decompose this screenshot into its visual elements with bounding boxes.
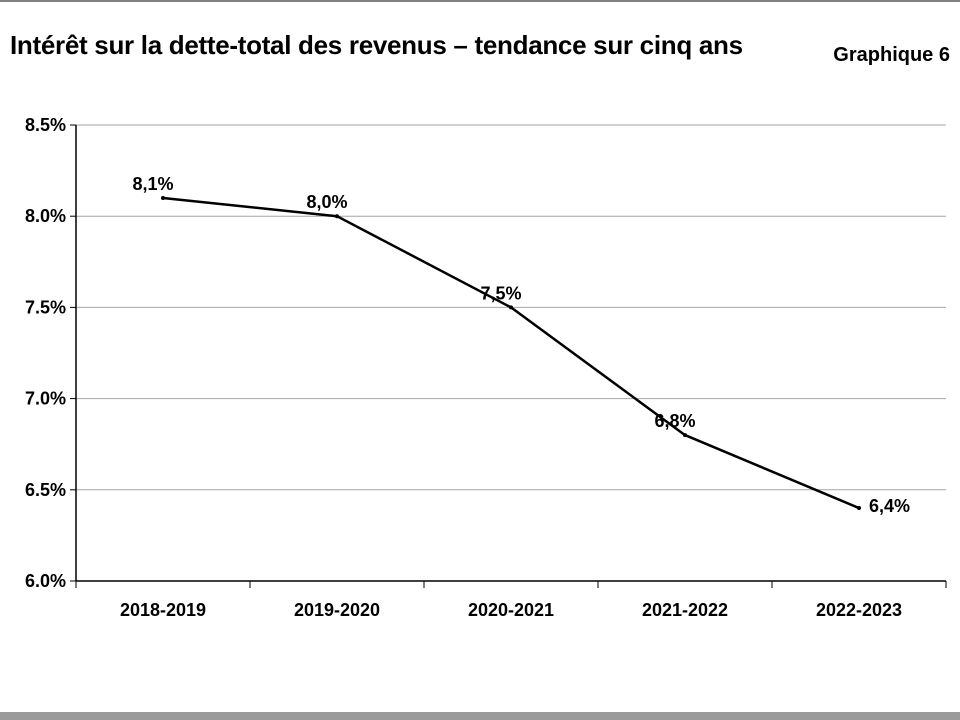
x-category-label: 2018-2019: [120, 600, 206, 620]
y-tick-label: 8.0%: [25, 206, 66, 226]
data-point: [857, 506, 861, 511]
data-point: [335, 214, 339, 219]
data-label: 7,5%: [480, 283, 521, 303]
series-line-group: [161, 195, 861, 511]
data-label: 6,8%: [654, 411, 695, 431]
y-tick-label: 7.0%: [25, 389, 66, 409]
chart-title: Intérêt sur la dette-total des revenus –…: [10, 30, 743, 60]
y-tick-label: 6.5%: [25, 480, 66, 500]
data-label: 8,1%: [132, 174, 173, 194]
bottom-bar: [0, 712, 960, 720]
data-labels: 8,1% 8,0% 7,5% 6,8% 6,4%: [132, 174, 910, 516]
y-tick-label: 7.5%: [25, 297, 66, 317]
data-label: 8,0%: [306, 192, 347, 212]
gridlines: [76, 124, 946, 491]
y-tick-label: 8.5%: [25, 115, 66, 135]
data-point: [161, 195, 165, 200]
x-category-label: 2020-2021: [468, 600, 554, 620]
data-point: [509, 305, 513, 310]
figure-label: Graphique 6: [833, 44, 950, 66]
y-axis: 6.0% 6.5% 7.0% 7.5% 8.0% 8.5%: [25, 115, 77, 591]
x-axis: 2018-2019 2019-2020 2020-2021 2021-2022 2022…: [75, 580, 947, 620]
x-category-label: 2022-2023: [816, 600, 902, 620]
series-line: [162, 196, 860, 510]
data-point: [683, 433, 687, 438]
x-category-label: 2021-2022: [642, 600, 728, 620]
x-category-label: 2019-2020: [294, 600, 380, 620]
y-tick-label: 6.0%: [25, 571, 66, 591]
data-label: 6,4%: [869, 496, 910, 516]
